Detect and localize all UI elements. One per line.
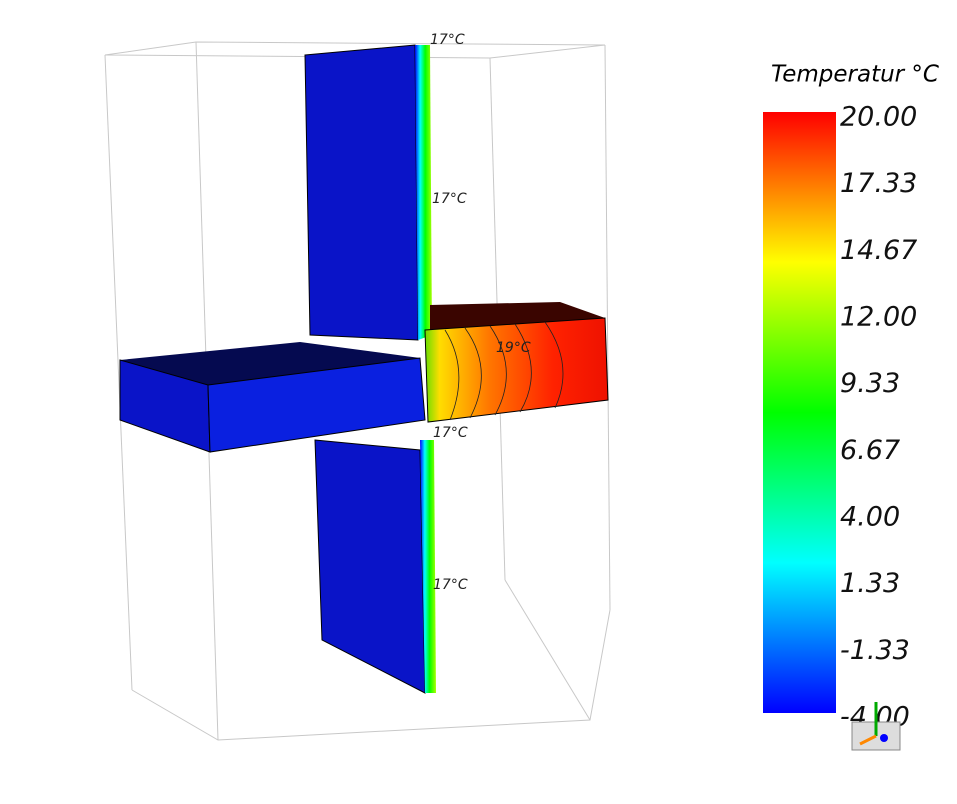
legend-tick-label: 20.00 [840,102,917,133]
legend-ticks: 20.00 17.33 14.67 12.00 9.33 6.67 4.00 1.33 -1.3… [840,102,917,733]
legend-tick-label: 6.67 [840,435,900,466]
legend-tick-label: 9.33 [840,368,900,399]
lower-wall-gradient [420,440,436,693]
legend-tick-label: 12.00 [840,302,917,333]
annotation: 17°C [433,577,468,593]
legend-tick-label: 1.33 [840,568,900,599]
upper-wall [304,44,419,341]
upper-wall-gradient [415,45,432,340]
left-slab-front [207,357,426,453]
legend-tick-label: 17.33 [840,168,917,199]
color-bar [763,112,836,713]
annotation: 17°C [430,32,465,48]
legend-tick-label: 14.67 [840,235,917,266]
annotation: 17°C [433,425,468,441]
right-slab-front [424,317,609,423]
isotherms [444,321,564,421]
annotation: 19°C [496,340,531,356]
legend-tick-label: -1.33 [840,635,910,666]
right-slab-top [430,302,605,330]
lower-wall [314,439,426,694]
legend-tick-label: 4.00 [840,502,900,533]
orientation-cube [851,702,901,751]
left-slab-top [120,342,420,385]
legend-title: Temperatur °C [771,62,939,88]
annotation: 17°C [432,191,467,207]
